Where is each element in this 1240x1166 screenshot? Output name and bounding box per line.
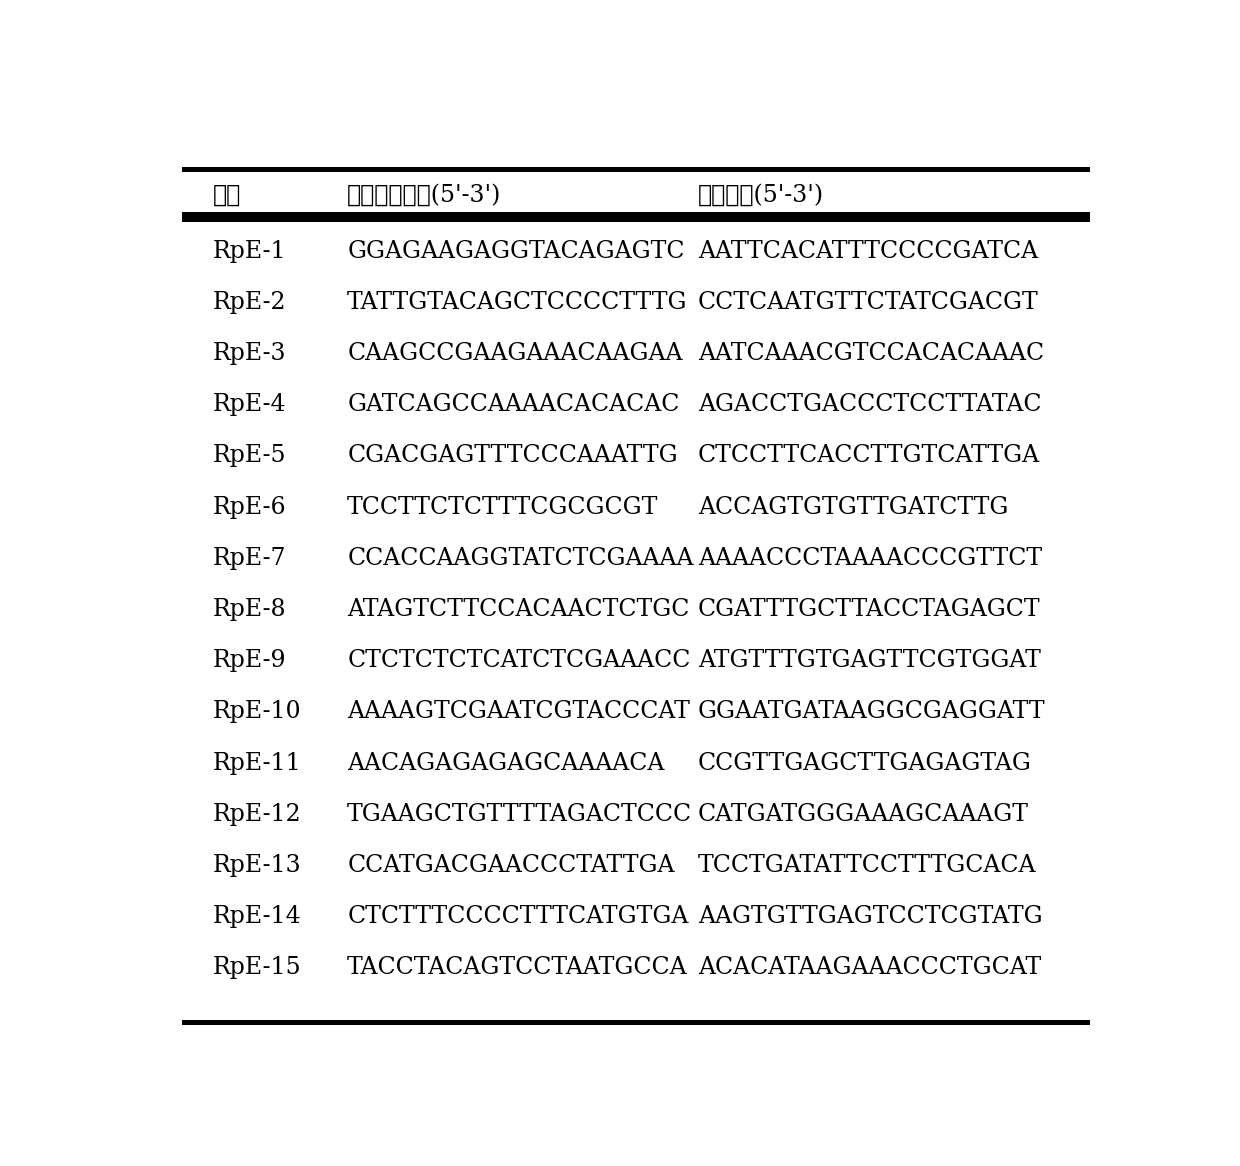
Text: TATTGTACAGCTCCCCTTTG: TATTGTACAGCTCCCCTTTG [347,292,688,314]
Text: GATCAGCCAAAACACACAC: GATCAGCCAAAACACACAC [347,393,680,416]
Text: RpE-9: RpE-9 [213,649,286,672]
Text: TCCTTCTCTTTCGCGCGT: TCCTTCTCTTTCGCGCGT [347,496,658,519]
Text: RpE-7: RpE-7 [213,547,286,570]
Text: RpE-11: RpE-11 [213,752,301,774]
Text: RpE-15: RpE-15 [213,956,301,979]
Text: AGACCTGACCCTCCTTATAC: AGACCTGACCCTCCTTATAC [698,393,1042,416]
Text: AAAACCCTAAAACCCGTTCT: AAAACCCTAAAACCCGTTCT [698,547,1042,570]
Text: CCGTTGAGCTTGAGAGTAG: CCGTTGAGCTTGAGAGTAG [698,752,1032,774]
Text: CTCTTTCCCCTTTCATGTGA: CTCTTTCCCCTTTCATGTGA [347,905,688,928]
Text: RpE-4: RpE-4 [213,393,286,416]
Text: RpE-14: RpE-14 [213,905,301,928]
Text: CCATGACGAACCCTATTGA: CCATGACGAACCCTATTGA [347,854,675,877]
Text: RpE-10: RpE-10 [213,701,301,723]
Text: TGAAGCTGTTTTAGACTCCC: TGAAGCTGTTTTAGACTCCC [347,802,692,826]
Text: CGATTTGCTTACCTAGAGCT: CGATTTGCTTACCTAGAGCT [698,598,1040,621]
Text: 下游引物(5'-3'): 下游引物(5'-3') [698,184,825,208]
Text: CAAGCCGAAGAAACAAGAA: CAAGCCGAAGAAACAAGAA [347,342,683,365]
Text: RpE-12: RpE-12 [213,802,301,826]
Text: CGACGAGTTTCCCAAATTG: CGACGAGTTTCCCAAATTG [347,444,678,468]
Text: AATCAAACGTCCACACAAAC: AATCAAACGTCCACACAAAC [698,342,1044,365]
Text: AAAAGTCGAATCGTACCCAT: AAAAGTCGAATCGTACCCAT [347,701,691,723]
Text: RpE-2: RpE-2 [213,292,286,314]
Text: GGAGAAGAGGTACAGAGTC: GGAGAAGAGGTACAGAGTC [347,240,684,262]
Text: RpE-6: RpE-6 [213,496,286,519]
Text: RpE-3: RpE-3 [213,342,286,365]
Text: AAGTGTTGAGTCCTCGTATG: AAGTGTTGAGTCCTCGTATG [698,905,1043,928]
Text: TACCTACAGTCCTAATGCCA: TACCTACAGTCCTAATGCCA [347,956,688,979]
Text: ATAGTCTTCCACAACTCTGC: ATAGTCTTCCACAACTCTGC [347,598,689,621]
Text: RpE-8: RpE-8 [213,598,286,621]
Text: 上游引物序列(5'-3'): 上游引物序列(5'-3') [347,184,501,208]
Text: RpE-1: RpE-1 [213,240,286,262]
Text: TCCTGATATTCCTTTGCACA: TCCTGATATTCCTTTGCACA [698,854,1037,877]
Text: ATGTTTGTGAGTTCGTGGAT: ATGTTTGTGAGTTCGTGGAT [698,649,1040,672]
Text: GGAATGATAAGGCGAGGATT: GGAATGATAAGGCGAGGATT [698,701,1045,723]
Text: 引物: 引物 [213,184,241,208]
Text: CTCCTTCACCTTGTCATTGA: CTCCTTCACCTTGTCATTGA [698,444,1040,468]
Text: AACAGAGAGAGCAAAACA: AACAGAGAGAGCAAAACA [347,752,665,774]
Text: ACACATAAGAAACCCTGCAT: ACACATAAGAAACCCTGCAT [698,956,1042,979]
Text: RpE-13: RpE-13 [213,854,301,877]
Text: ACCAGTGTGTTGATCTTG: ACCAGTGTGTTGATCTTG [698,496,1008,519]
Text: RpE-5: RpE-5 [213,444,286,468]
Text: CCACCAAGGTATCTCGAAAA: CCACCAAGGTATCTCGAAAA [347,547,693,570]
Text: AATTCACATTTCCCCGATCA: AATTCACATTTCCCCGATCA [698,240,1038,262]
Text: CATGATGGGAAAGCAAAGT: CATGATGGGAAAGCAAAGT [698,802,1029,826]
Text: CCTCAATGTTCTATCGACGT: CCTCAATGTTCTATCGACGT [698,292,1039,314]
Text: CTCTCTCTCATCTCGAAACC: CTCTCTCTCATCTCGAAACC [347,649,691,672]
